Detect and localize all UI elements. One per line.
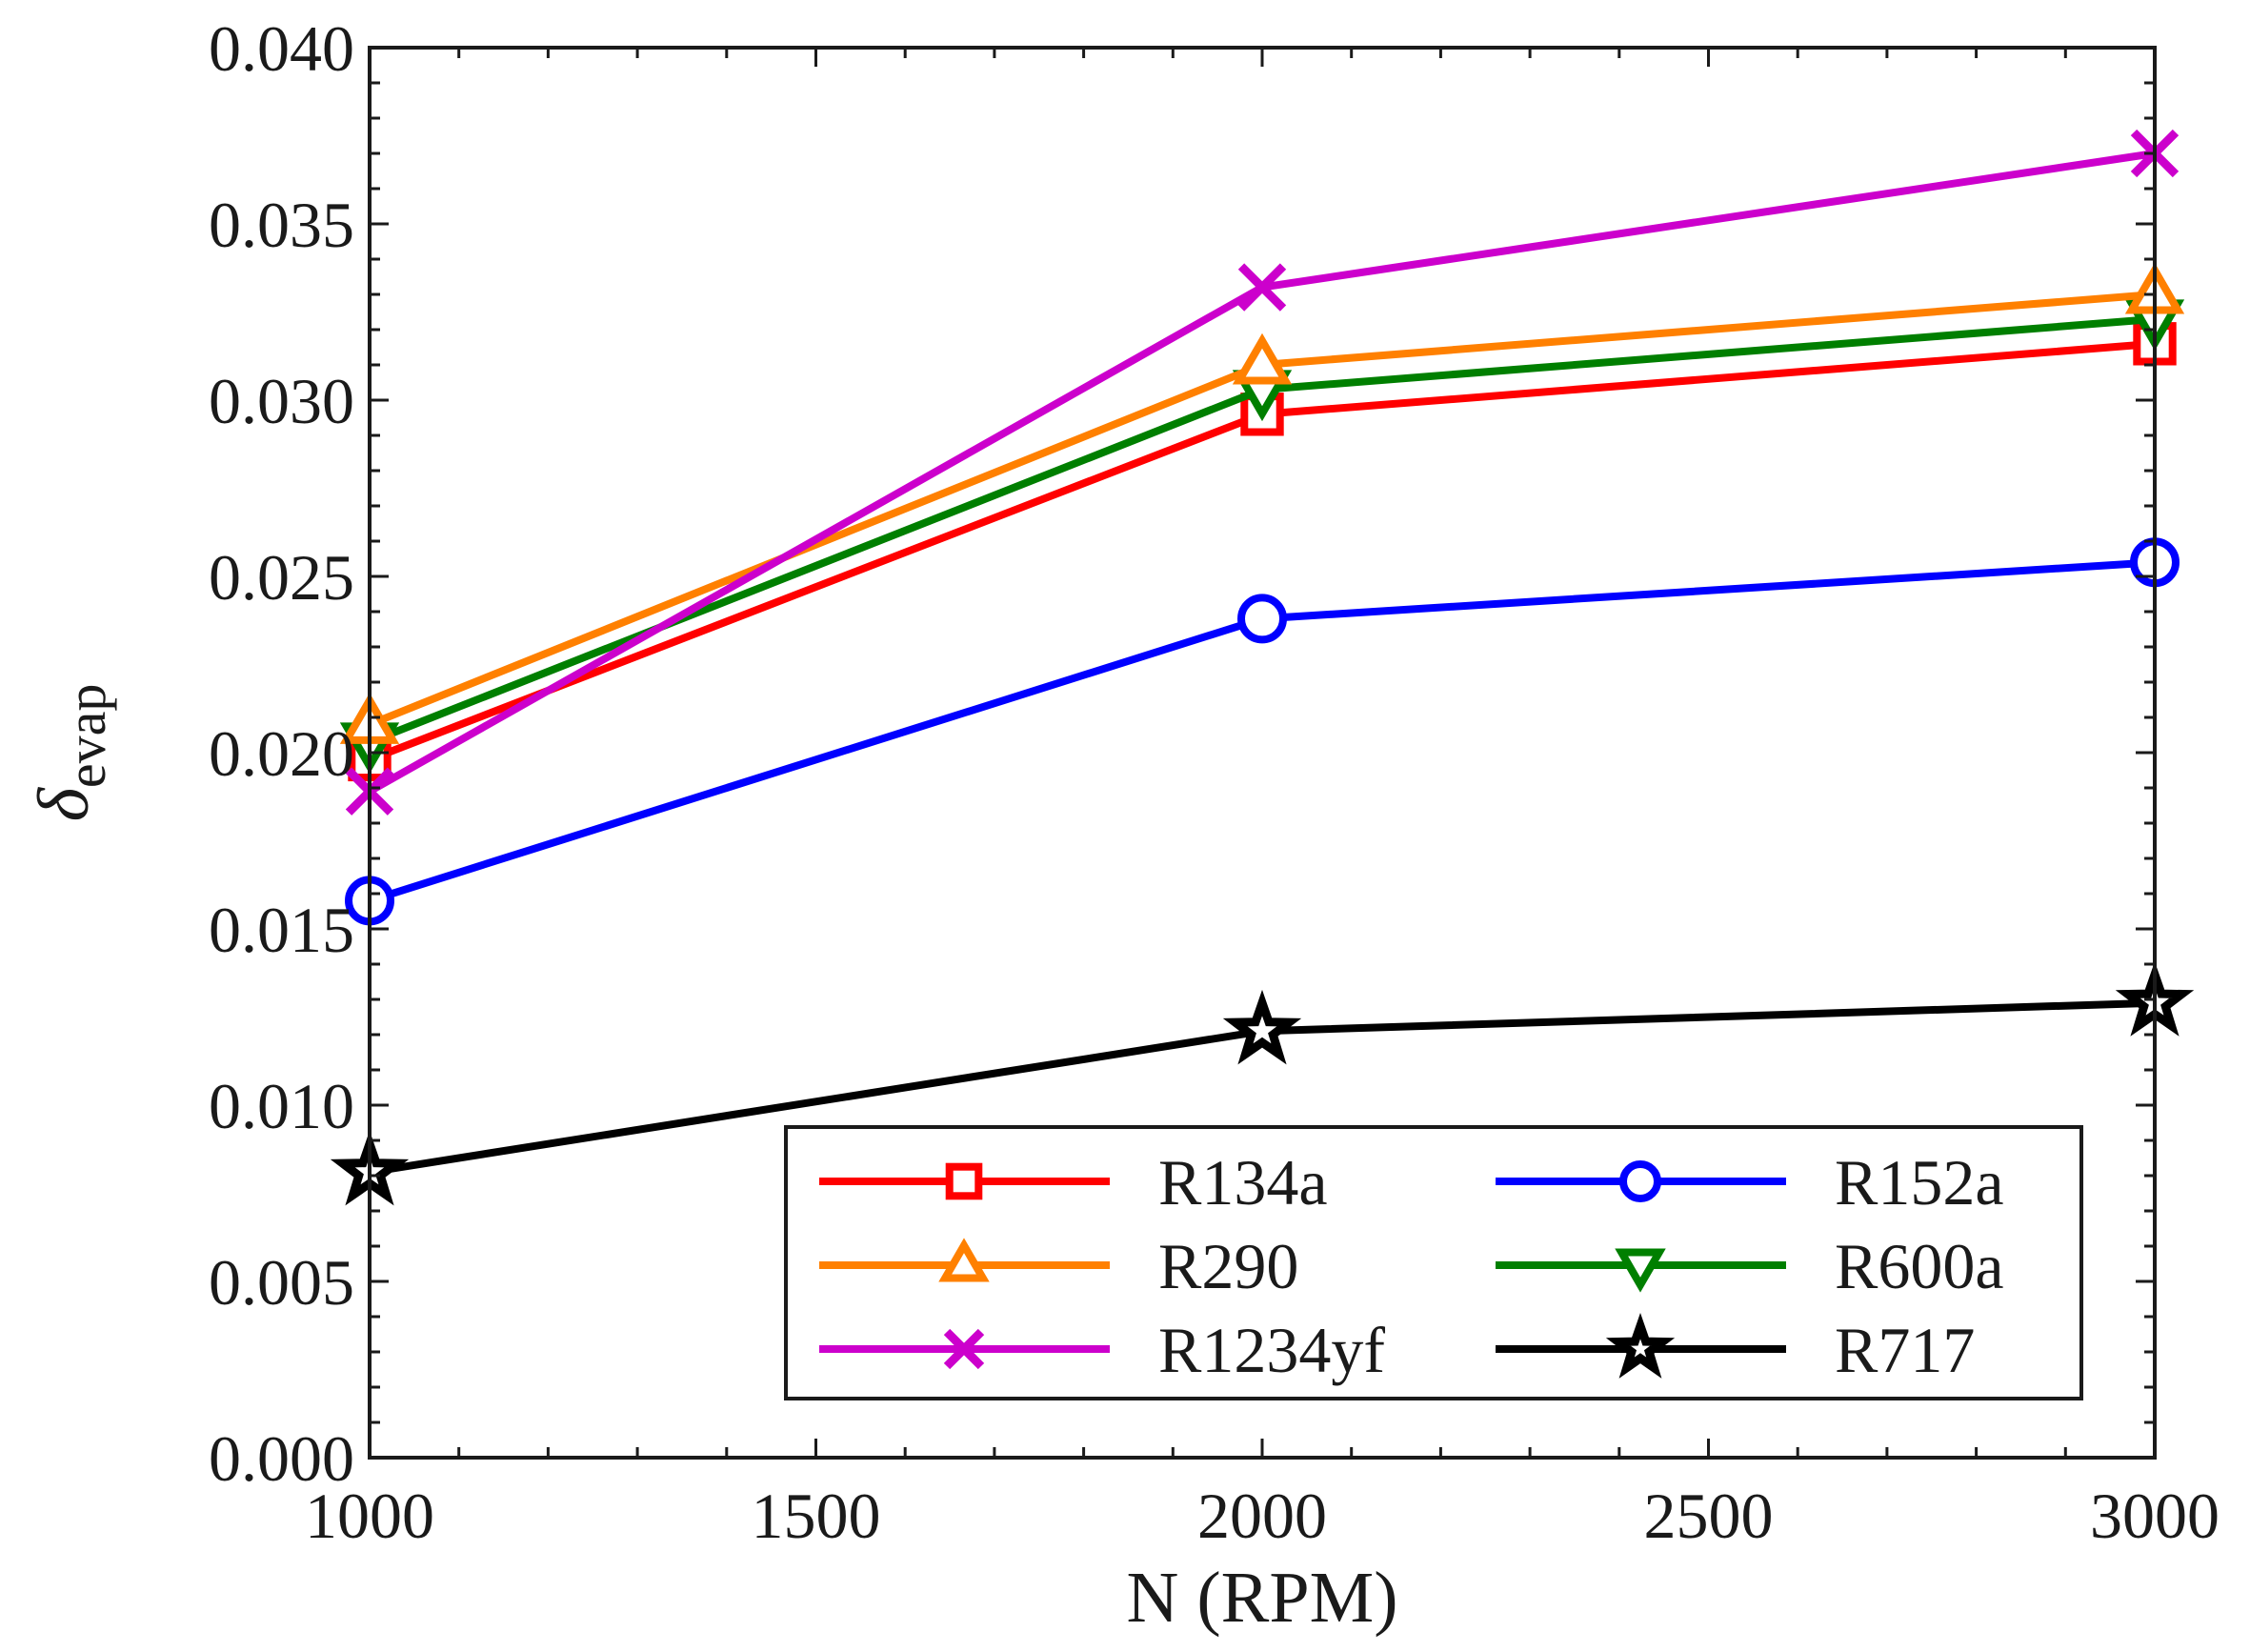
legend-label-r717: R717: [1835, 1314, 1975, 1386]
x-tick-label-2500: 2500: [1644, 1480, 1774, 1552]
y-tick-label-3: 0.015: [209, 894, 354, 966]
data-point-r290-2000: [1232, 332, 1293, 385]
series-line-r1234yf: [368, 150, 2156, 796]
legend-label-r1234yf: R1234yf: [1158, 1314, 1385, 1386]
plot-area: [330, 129, 2195, 1206]
legend-item-r1234yf: R1234yf: [819, 1314, 1385, 1386]
legend-item-r290: R290: [819, 1230, 1298, 1302]
x-tick-label-2000: 2000: [1197, 1480, 1327, 1552]
data-point-r1234yf-2000: [1237, 263, 1287, 312]
legend-item-r134a: R134a: [819, 1146, 1328, 1219]
y-tick-label-2: 0.010: [209, 1070, 354, 1142]
y-tick-label-4: 0.020: [209, 717, 354, 790]
y-tick-label-7: 0.035: [209, 189, 354, 261]
legend-marker-r600a: [1615, 1248, 1666, 1293]
y-tick-label-6: 0.030: [209, 365, 354, 437]
legend-label-r152a: R152a: [1835, 1146, 2004, 1219]
x-tick-label-1000: 1000: [305, 1480, 434, 1552]
legend-marker-r152a: [1619, 1160, 1661, 1202]
legend-label-r290: R290: [1158, 1230, 1298, 1302]
x-tick-label-1500: 1500: [752, 1480, 881, 1552]
y-tick-label-0: 0.000: [209, 1422, 354, 1495]
data-point-r717-2000: [1222, 989, 1302, 1065]
legend-label-r134a: R134a: [1158, 1146, 1328, 1219]
legend-marker-r290: [938, 1238, 990, 1282]
legend-item-r152a: R152a: [1496, 1146, 2004, 1219]
legend-item-r717: R717: [1496, 1312, 1975, 1386]
y-tick-label-1: 0.005: [209, 1246, 354, 1319]
legend-marker-r134a: [945, 1162, 983, 1200]
x-tick-label-3000: 3000: [2090, 1480, 2220, 1552]
series-r1234yf: [345, 129, 2180, 816]
series-r152a: [345, 537, 2180, 926]
x-axis-title: N (RPM): [1126, 1558, 1397, 1638]
y-axis-title: δevap: [24, 684, 117, 822]
axis-ticks: 1000 1500 2000 2500 3000 0.000 0.005 0.010 0.015…: [209, 12, 2220, 1552]
legend-label-r600a: R600a: [1835, 1230, 2004, 1302]
y-tick-label-8: 0.040: [209, 12, 354, 85]
legend: R134a R152a R290 R600a R1234yf R717: [784, 1125, 2083, 1400]
y-axis-title-subscript: evap: [55, 684, 117, 789]
legend-marker-r1234yf: [943, 1328, 985, 1370]
y-tick-label-5: 0.025: [209, 541, 354, 614]
y-axis-title-symbol: δ: [24, 786, 104, 821]
legend-item-r600a: R600a: [1496, 1230, 2004, 1302]
data-point-r152a-2000: [1237, 594, 1287, 644]
legend-marker-r717: [1605, 1312, 1676, 1379]
